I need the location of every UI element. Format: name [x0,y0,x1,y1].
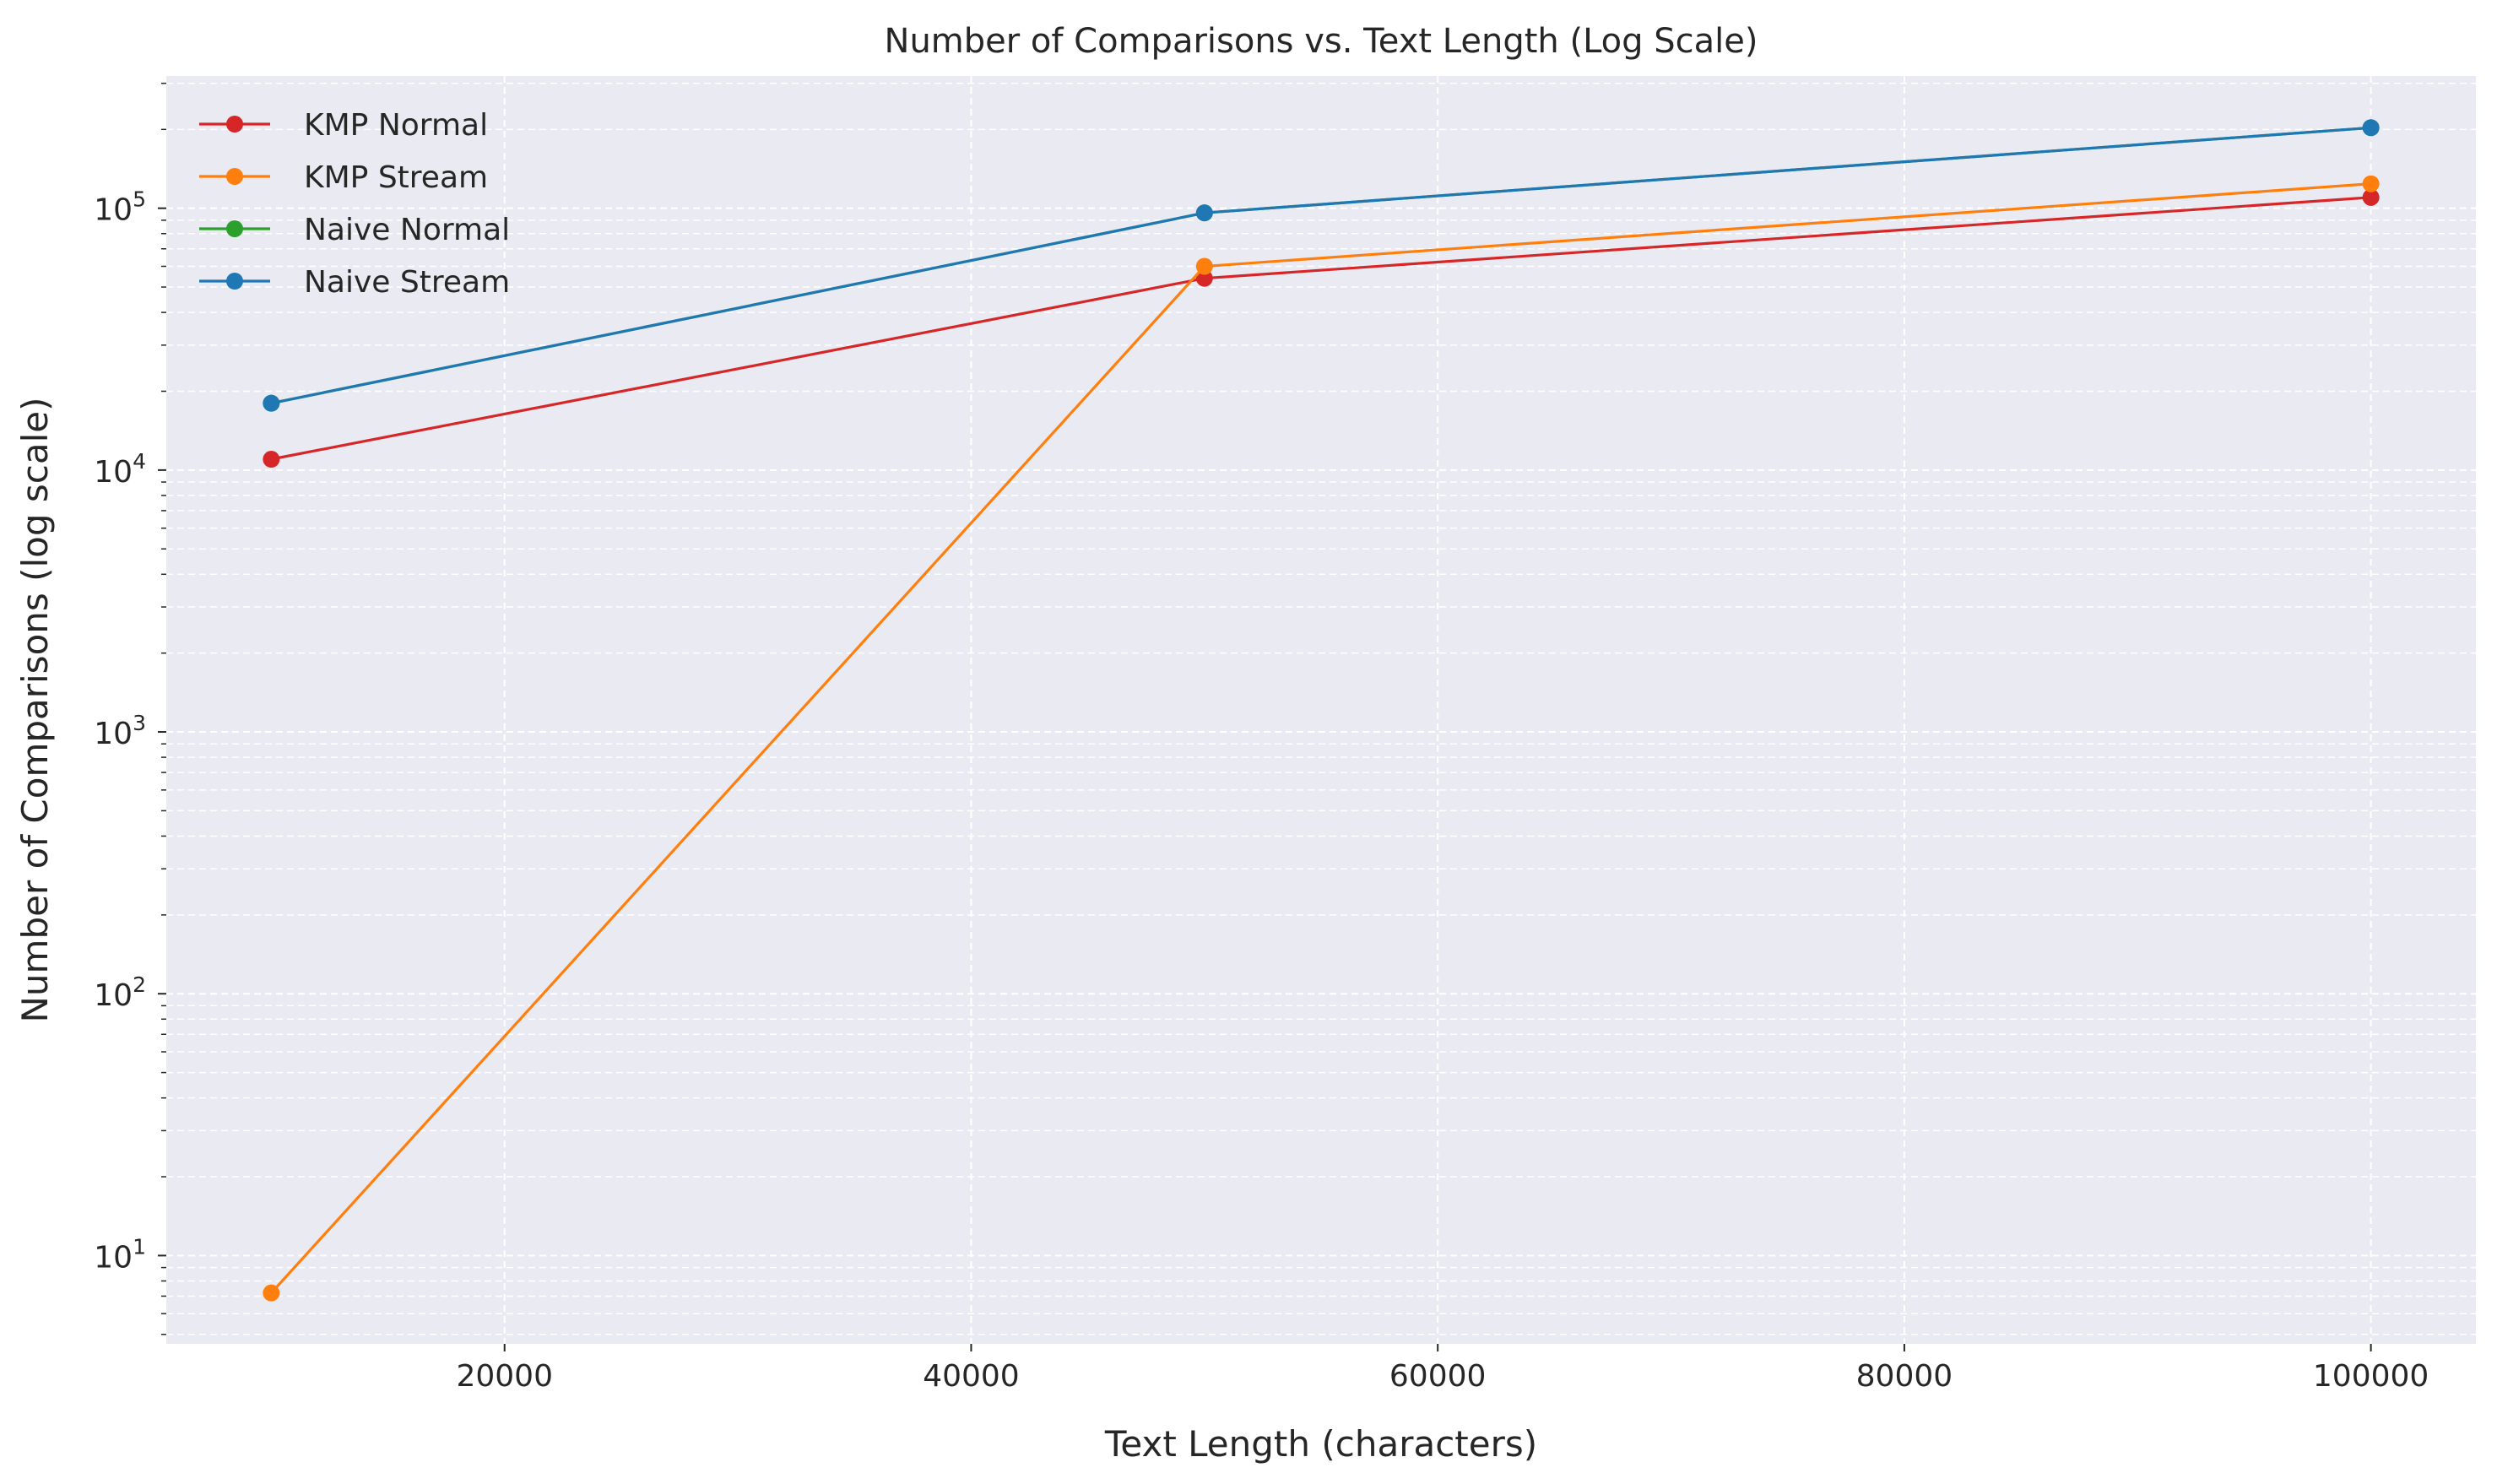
legend-swatch-marker [226,168,243,185]
grid [166,76,2476,1344]
legend-item: Naive Stream [199,265,510,300]
legend-swatch-marker [226,273,243,290]
legend-label: Naive Stream [304,265,510,300]
y-tick-label: 105 [94,187,146,228]
data-point [263,394,280,412]
axis-ticks: 20000 40000 60000 80000 100000 101 102 103 104 10… [94,82,2429,1394]
series-kmp-stream [263,175,2380,1302]
data-point [2362,119,2380,137]
series-naive-stream [263,119,2380,412]
legend-swatch-marker [226,116,243,133]
legend-label: Naive Normal [304,213,510,247]
x-tick-label: 60000 [1389,1359,1487,1394]
legend-label: KMP Stream [304,160,488,195]
x-tick-label: 100000 [2313,1359,2429,1394]
data-point [2362,188,2380,206]
data-point [2362,175,2380,192]
legend-swatch-marker [226,220,243,237]
x-tick-label: 20000 [456,1359,553,1394]
data-point [263,451,280,468]
data-point [1195,204,1213,222]
legend: KMP Normal KMP Stream Naive Normal Naive St… [199,108,510,300]
y-tick-label: 101 [94,1234,146,1275]
data-point [1195,269,1213,287]
legend-item: KMP Normal [199,108,488,143]
legend-item: KMP Stream [199,160,488,195]
y-tick-label: 102 [94,972,146,1013]
x-tick-label: 80000 [1856,1359,1953,1394]
data-point [1195,257,1213,275]
series-kmp-normal [263,188,2380,468]
y-tick-label: 103 [94,711,146,751]
y-axis-label: Number of Comparisons (log scale) [14,398,56,1023]
y-tick-label: 104 [94,449,146,490]
x-axis-label: Text Length (characters) [1104,1423,1537,1465]
chart-title: Number of Comparisons vs. Text Length (L… [885,22,1758,61]
series-layer [263,119,2380,1302]
data-point [263,1284,280,1302]
x-tick-label: 40000 [923,1359,1020,1394]
legend-label: KMP Normal [304,108,488,143]
legend-item: Naive Normal [199,213,510,247]
